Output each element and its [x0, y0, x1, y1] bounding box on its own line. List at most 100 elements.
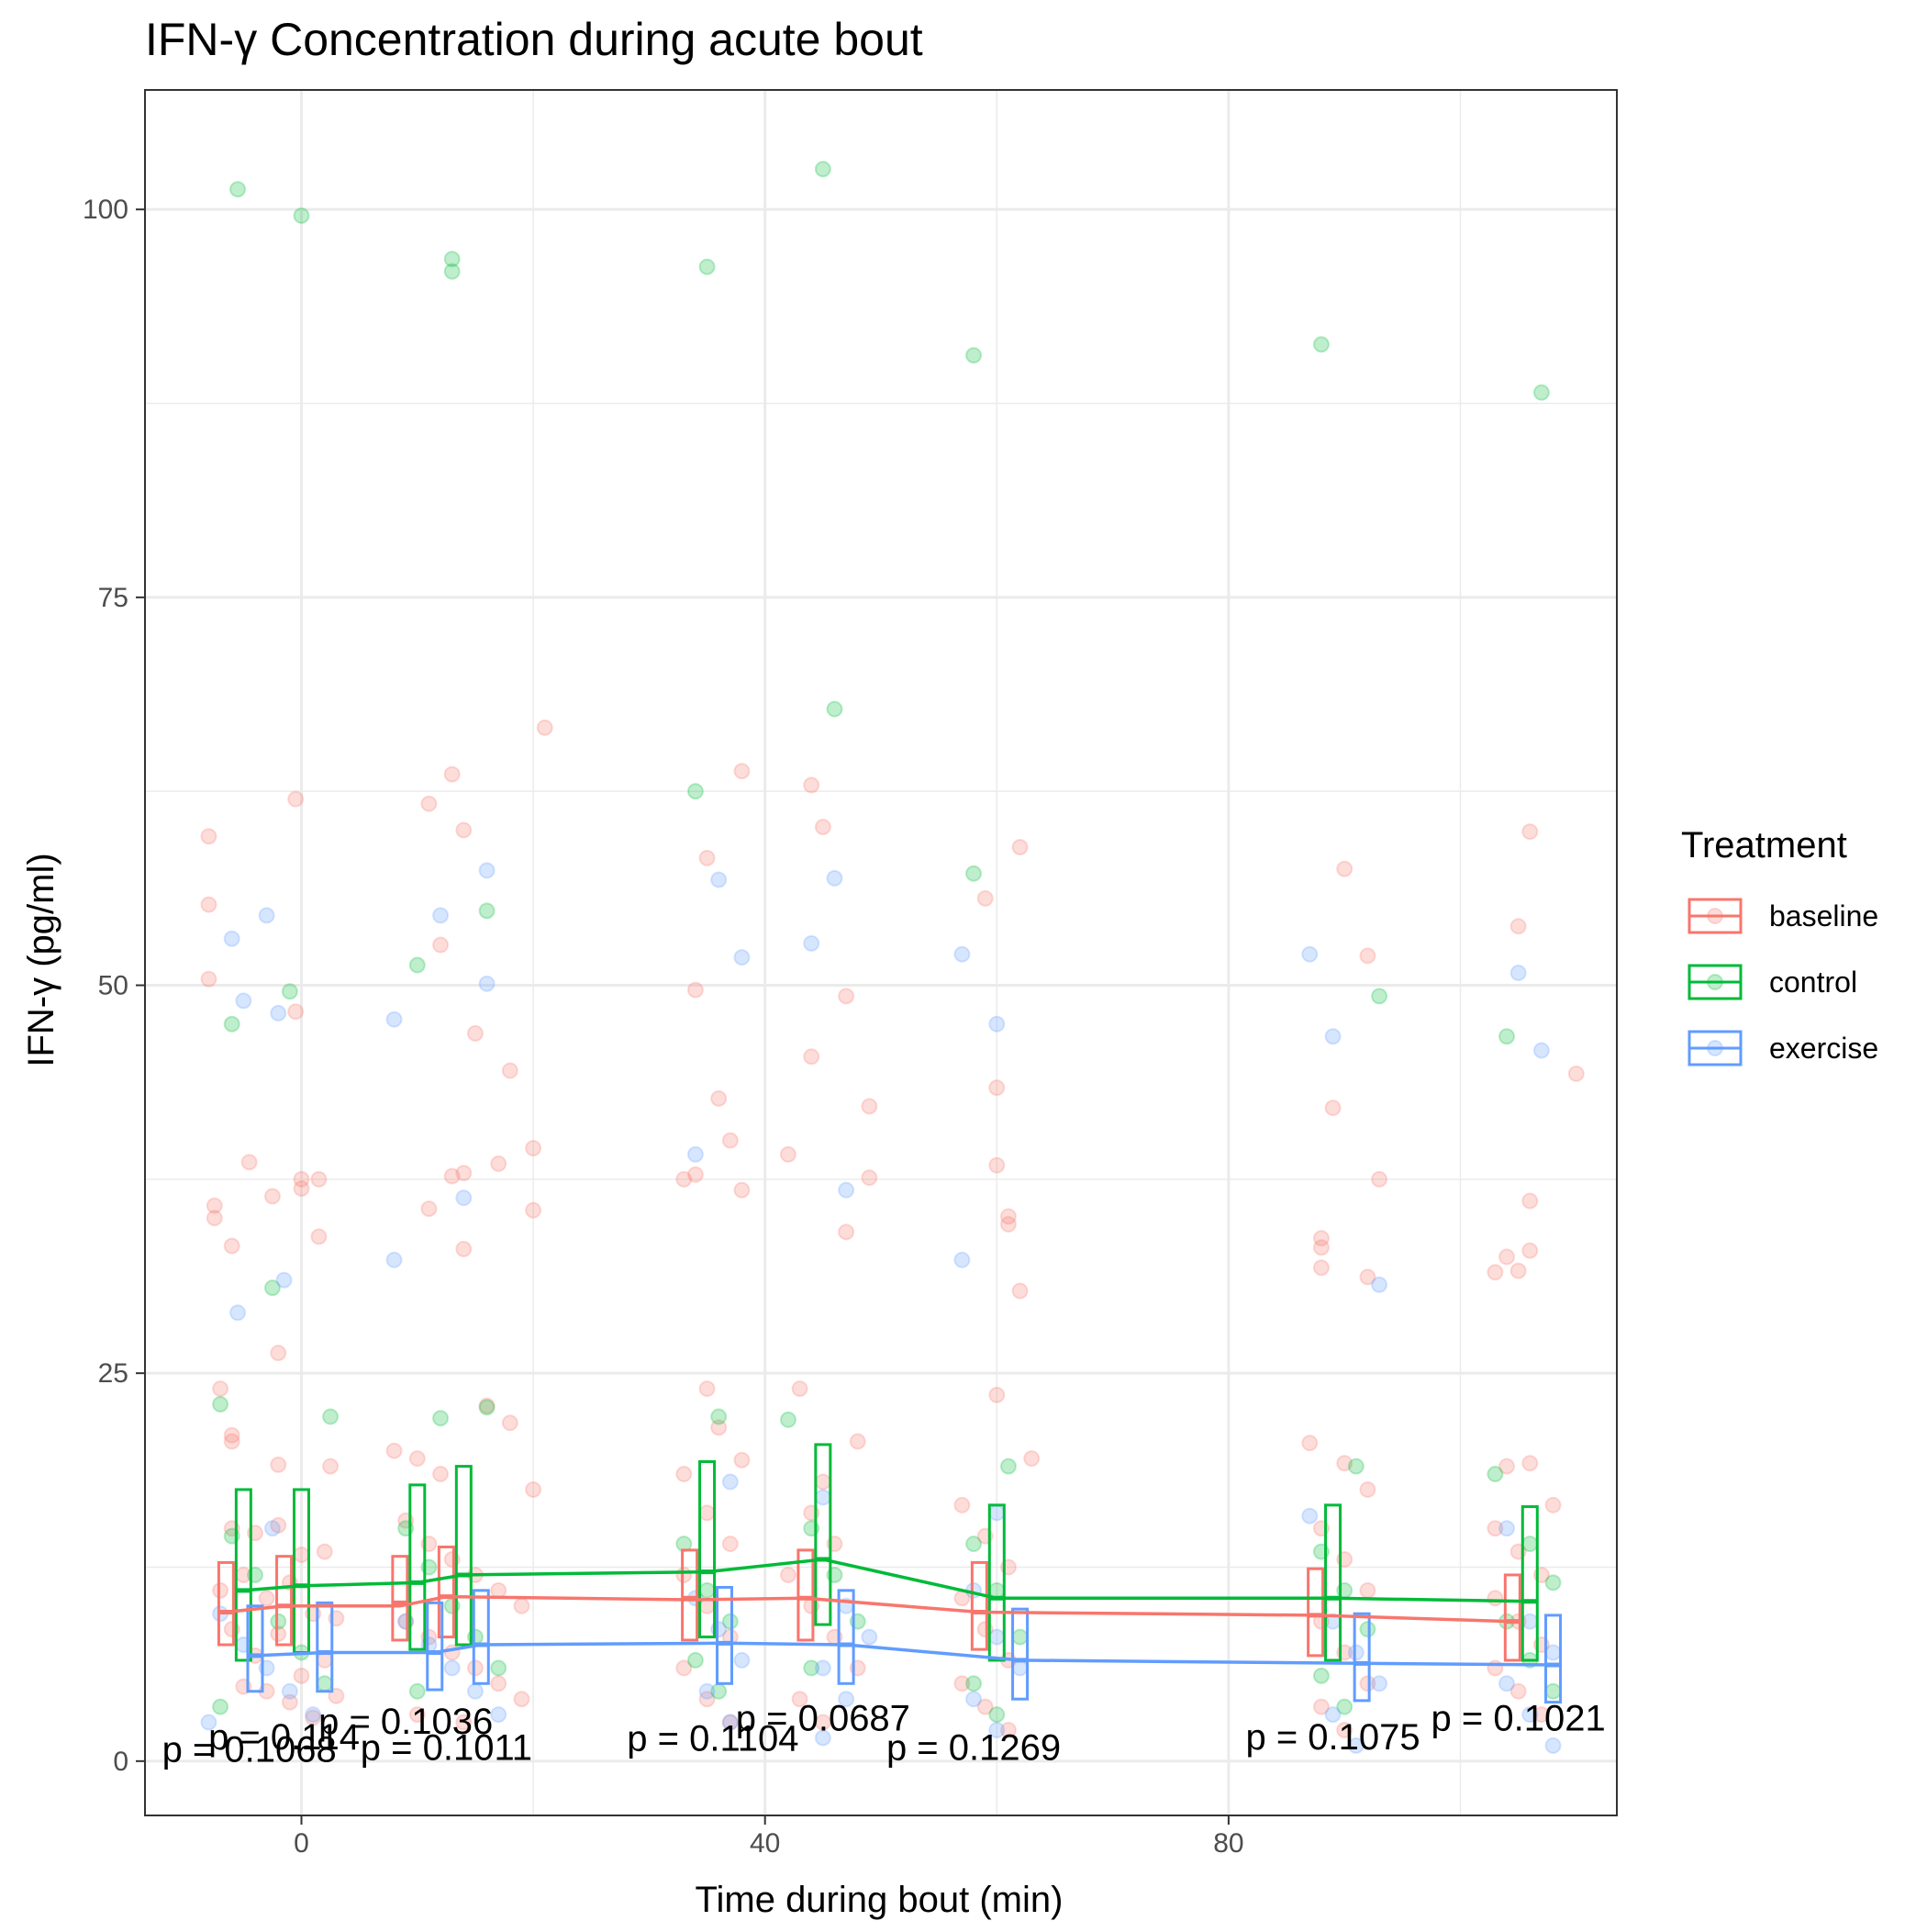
data-point-baseline: [721, 1714, 739, 1731]
y-axis-title: IFN-γ (pg/ml): [21, 853, 61, 1067]
data-point-baseline: [432, 1466, 450, 1483]
data-point-baseline: [814, 819, 831, 836]
data-point-baseline: [1509, 1262, 1527, 1279]
data-point-baseline: [999, 1722, 1017, 1739]
data-point-baseline: [1312, 1698, 1330, 1715]
data-point-baseline: [675, 1566, 693, 1583]
data-point-baseline: [212, 1380, 229, 1398]
data-point-baseline: [525, 1480, 542, 1498]
data-point-baseline: [1359, 1581, 1376, 1599]
box-control: [814, 1443, 832, 1626]
box-baseline: [1307, 1567, 1325, 1658]
y-tick-label: 50: [98, 971, 128, 1001]
data-point-baseline: [791, 1380, 808, 1398]
data-point-baseline: [287, 790, 305, 808]
p-value-label: p = 0.1036: [318, 1702, 493, 1742]
data-point-exercise: [432, 907, 450, 924]
data-point-baseline: [698, 1380, 716, 1398]
data-point-control: [803, 1659, 820, 1677]
data-point-exercise: [1544, 1737, 1562, 1754]
data-point-control: [721, 1613, 739, 1630]
data-point-control: [698, 258, 716, 275]
data-point-exercise: [814, 1729, 831, 1747]
data-point-control: [443, 251, 461, 268]
data-point-baseline: [1509, 918, 1527, 935]
data-point-baseline: [316, 1543, 333, 1560]
data-point-baseline: [316, 1651, 333, 1669]
data-point-exercise: [733, 949, 751, 966]
data-point-baseline: [1359, 947, 1376, 965]
data-point-exercise: [281, 1682, 298, 1700]
data-point-control: [322, 1408, 340, 1425]
data-point-exercise: [200, 1714, 217, 1731]
data-point-baseline: [814, 1714, 831, 1731]
data-point-baseline: [1336, 1455, 1353, 1472]
legend-key-point-baseline: [1707, 908, 1723, 924]
chart-title: IFN-γ Concentration during acute bout: [145, 14, 923, 65]
data-point-baseline: [1359, 1480, 1376, 1498]
legend-label-exercise: exercise: [1769, 1032, 1878, 1065]
data-point-baseline: [1521, 823, 1539, 841]
data-point-baseline: [988, 1079, 1006, 1097]
box-control: [987, 1503, 1006, 1662]
data-point-baseline: [258, 1590, 275, 1607]
data-point-exercise: [838, 1691, 855, 1708]
data-point-baseline: [1521, 1455, 1539, 1472]
data-point-baseline: [1371, 1170, 1388, 1188]
data-point-baseline: [513, 1691, 530, 1708]
p-value-label: p = 0.1011: [361, 1728, 532, 1769]
data-point-exercise: [1371, 1276, 1388, 1293]
mean-lines: [226, 1558, 1554, 1667]
data-point-exercise: [229, 1304, 247, 1322]
data-point-control: [270, 1613, 287, 1630]
data-point-control: [814, 161, 831, 178]
box-baseline: [796, 1548, 815, 1642]
box-control: [698, 1460, 717, 1639]
data-point-baseline: [1312, 1259, 1330, 1277]
plot-panel: [145, 90, 1617, 1815]
data-point-control: [229, 181, 247, 198]
data-point-baseline: [200, 896, 217, 913]
data-point-control: [1532, 384, 1550, 401]
data-point-baseline: [455, 1165, 473, 1182]
data-point-exercise: [1544, 1644, 1562, 1661]
data-point-control: [1359, 1621, 1376, 1638]
data-point-exercise: [721, 1473, 739, 1491]
data-point-baseline: [686, 981, 704, 999]
data-point-control: [1011, 1628, 1029, 1646]
data-point-baseline: [455, 1714, 473, 1731]
box-exercise: [1544, 1614, 1563, 1704]
data-point-exercise: [988, 1722, 1006, 1739]
data-point-exercise: [838, 1181, 855, 1199]
data-point-exercise: [814, 1489, 831, 1506]
data-point-baseline: [455, 821, 473, 839]
data-point-exercise: [1324, 1706, 1342, 1724]
data-point-baseline: [675, 1170, 693, 1188]
data-point-control: [1371, 988, 1388, 1005]
box-exercise: [715, 1585, 733, 1685]
data-point-baseline: [861, 1169, 878, 1187]
data-point-exercise: [1521, 1706, 1539, 1724]
box-baseline: [275, 1555, 294, 1647]
box-baseline: [217, 1560, 235, 1647]
data-point-exercise: [1347, 1737, 1364, 1754]
y-tick-label: 0: [113, 1747, 128, 1777]
data-point-baseline: [1312, 1230, 1330, 1247]
data-point-control: [1347, 1457, 1364, 1475]
data-point-baseline: [710, 1089, 728, 1107]
legend-label-baseline: baseline: [1769, 899, 1878, 932]
data-point-baseline: [1487, 1520, 1504, 1537]
p-value-label: p = 0.0687: [736, 1698, 910, 1738]
data-point-control: [212, 1698, 229, 1715]
panel-background: [145, 90, 1617, 1815]
data-point-baseline: [432, 936, 450, 954]
data-point-control: [1498, 1028, 1516, 1045]
data-point-baseline: [1301, 1435, 1319, 1452]
data-point-control: [1544, 1682, 1562, 1700]
data-point-baseline: [443, 1167, 461, 1185]
data-point-control: [999, 1457, 1017, 1475]
x-tick-label: 0: [294, 1828, 309, 1859]
data-point-baseline: [501, 1414, 518, 1432]
data-point-control: [1487, 1466, 1504, 1483]
